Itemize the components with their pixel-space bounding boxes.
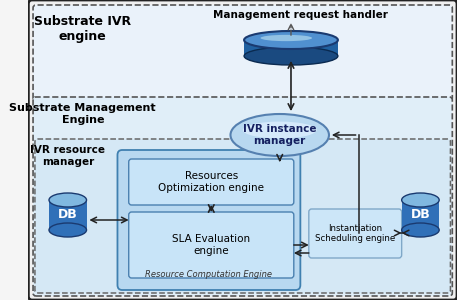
Bar — [402, 200, 439, 230]
Text: IVR resource
manager: IVR resource manager — [30, 145, 105, 167]
Ellipse shape — [402, 223, 439, 237]
Text: Resource Computation Engine: Resource Computation Engine — [145, 270, 272, 279]
Ellipse shape — [402, 193, 439, 207]
FancyBboxPatch shape — [129, 212, 294, 278]
FancyBboxPatch shape — [129, 159, 294, 205]
Ellipse shape — [230, 114, 329, 156]
Ellipse shape — [49, 223, 86, 237]
Ellipse shape — [260, 35, 312, 41]
Text: SLA Evaluation
engine: SLA Evaluation engine — [172, 234, 250, 256]
FancyBboxPatch shape — [33, 5, 452, 101]
Ellipse shape — [244, 31, 338, 49]
FancyBboxPatch shape — [309, 209, 402, 258]
Text: DB: DB — [410, 208, 430, 221]
Text: DB: DB — [58, 208, 78, 221]
Bar — [244, 40, 338, 56]
Bar — [49, 200, 86, 230]
FancyBboxPatch shape — [28, 0, 457, 300]
Ellipse shape — [49, 193, 86, 207]
Text: Substrate Management
Engine: Substrate Management Engine — [10, 103, 156, 124]
Text: Management request handler: Management request handler — [213, 10, 388, 20]
FancyBboxPatch shape — [33, 97, 452, 296]
Ellipse shape — [244, 47, 338, 65]
Ellipse shape — [243, 122, 317, 138]
Text: Instantiation
Scheduling engine: Instantiation Scheduling engine — [315, 224, 395, 243]
FancyBboxPatch shape — [35, 139, 451, 293]
Text: Substrate IVR
engine: Substrate IVR engine — [34, 15, 131, 43]
Text: Resources
Optimization engine: Resources Optimization engine — [158, 171, 264, 193]
Text: IVR instance
manager: IVR instance manager — [243, 124, 317, 146]
FancyBboxPatch shape — [117, 150, 300, 290]
